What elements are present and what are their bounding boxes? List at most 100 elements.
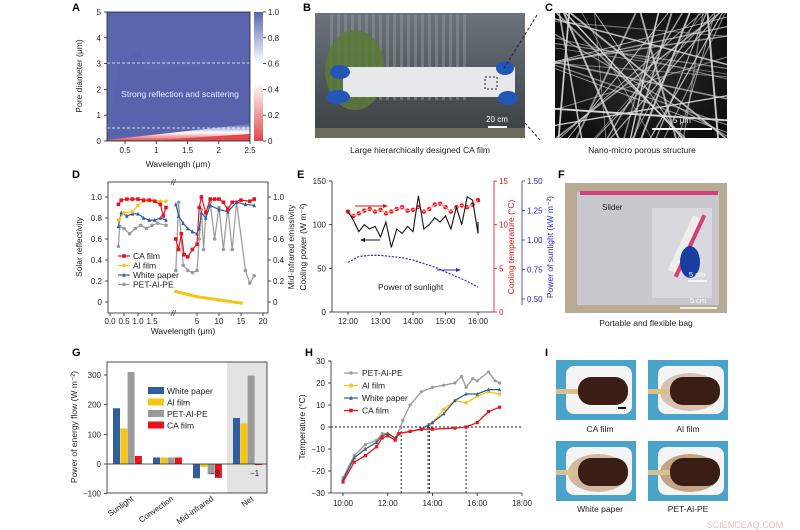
panel-h-chart: Temperature (°C) 10:00 12:00 14:00 16:00 18:…	[297, 357, 533, 508]
data-point	[136, 211, 140, 216]
panel-e-chart: Cooling power (W m⁻²) Cooling temperatur…	[298, 177, 555, 326]
panel-i-photos	[556, 360, 728, 501]
data-point	[475, 379, 479, 383]
y-right2-tick-label: 0.50	[527, 295, 543, 304]
x-axis-label: Wavelength (μm)	[146, 159, 211, 169]
axis-break-mark: //	[170, 178, 176, 187]
plot-frame	[106, 361, 268, 494]
y-right-tick-label: 0.6	[273, 235, 285, 244]
panel-label-g: G	[72, 347, 81, 359]
colorbar	[254, 12, 263, 141]
data-point	[243, 268, 248, 273]
glove	[496, 61, 514, 75]
y-right-tick-label: 0	[499, 308, 504, 317]
scale-bar-label: 20 cm	[486, 115, 508, 124]
glove	[326, 90, 350, 104]
y-tick-label: 0	[97, 137, 102, 146]
y-tick-label: 0	[97, 460, 102, 469]
data-point	[130, 197, 135, 201]
popsicle-stick	[556, 389, 580, 394]
nanofiber	[559, 12, 702, 139]
nanofiber	[554, 35, 728, 63]
x-tick-label: 14:00	[403, 317, 424, 326]
x-tick-label: 16:00	[467, 499, 488, 508]
nanofiber	[554, 95, 728, 127]
bar	[153, 457, 160, 464]
x-tick-label: 1.0	[132, 317, 144, 326]
data-point	[181, 220, 185, 226]
series-line-pet-al-pe	[117, 222, 167, 247]
data-point	[374, 440, 379, 444]
data-point	[230, 247, 234, 252]
data-point	[498, 392, 502, 396]
plot-frame	[106, 11, 251, 142]
data-point	[243, 202, 248, 207]
building-window-column	[400, 15, 403, 100]
y-right2-tick-label: 1.25	[527, 207, 543, 216]
y-tick-label: 0.4	[91, 256, 103, 265]
data-point	[174, 202, 178, 207]
x-axis-label: Wavelength (μm)	[151, 326, 216, 336]
x-tick-label: 20	[259, 317, 268, 326]
y-tick-label: 0	[321, 423, 326, 432]
data-point	[204, 215, 208, 220]
zipper-slider	[580, 191, 718, 195]
data-point	[125, 197, 129, 201]
legend-marker	[349, 408, 353, 413]
data-point	[164, 205, 168, 210]
nanofiber	[554, 37, 728, 80]
data-point	[419, 390, 423, 394]
colorbar-tick-label: 0.2	[268, 111, 280, 120]
nanofiber	[640, 12, 691, 139]
legend-label: PET-Al-PE	[362, 368, 403, 378]
data-point	[147, 217, 151, 222]
y-axis-label: Power of energy flow (W m⁻²)	[69, 371, 79, 483]
y-right-tick-label: 0	[273, 298, 278, 307]
data-point	[197, 237, 201, 241]
data-point	[498, 387, 502, 392]
nanofiber	[632, 12, 673, 139]
ca-film-sheet	[343, 67, 515, 97]
y-right-tick-label: 0.4	[273, 256, 285, 265]
x-tick-label: Mid-infrared	[175, 494, 215, 526]
ice-cream-bar	[670, 377, 720, 405]
data-point	[363, 446, 367, 451]
legend-label: White paper	[362, 393, 408, 403]
legend-label: PET-Al-PE	[167, 409, 208, 419]
colorbar-tick-label: 0.4	[268, 85, 280, 94]
y-tick-label: 50	[317, 264, 326, 273]
data-point	[498, 405, 502, 409]
nanofiber	[554, 16, 728, 63]
caption-i-al: Al film	[676, 424, 699, 434]
building-window-column	[393, 15, 396, 100]
data-point	[116, 218, 121, 222]
y-tick-label: 2	[97, 85, 102, 94]
legend-marker	[349, 371, 353, 375]
y-tick-label: 200	[88, 401, 102, 410]
legend-label: CA film	[362, 406, 389, 416]
data-point	[408, 403, 412, 407]
x-tick-label: 12:00	[378, 499, 399, 508]
x-tick-label: 0.5	[119, 146, 131, 155]
panel-label-i: I	[545, 347, 548, 359]
legend-marker	[349, 395, 353, 400]
scale-bar-label: 5 μm	[673, 116, 691, 125]
bar	[247, 375, 255, 464]
data-point	[352, 455, 356, 460]
data-point	[174, 268, 178, 273]
y-tick-label: 300	[88, 371, 102, 380]
y-tick-label: 4	[97, 34, 102, 43]
data-point	[464, 391, 468, 396]
data-label: −3	[210, 469, 220, 478]
y-axis-label-right: Mid-infrared emissivity	[286, 204, 296, 289]
building-window-column	[421, 15, 424, 100]
y-tick-label: 0	[322, 308, 327, 317]
data-point	[486, 410, 491, 414]
y-right2-tick-label: 0.75	[527, 266, 543, 275]
nanofiber	[554, 64, 728, 126]
data-point	[230, 200, 234, 205]
building-window-column	[386, 15, 389, 100]
data-point	[208, 203, 212, 208]
data-point	[186, 255, 190, 259]
data-point	[158, 202, 163, 207]
